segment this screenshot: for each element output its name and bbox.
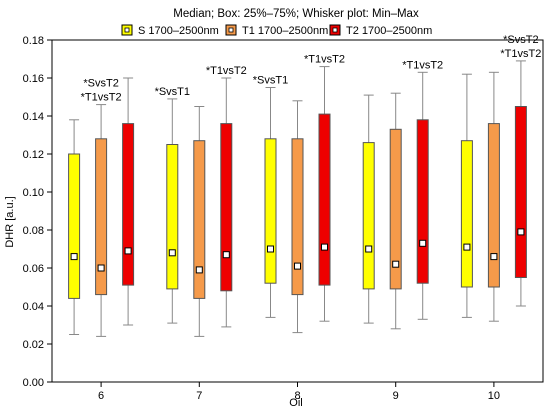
x-tick-label: 6 [98,390,104,402]
x-tick-label: 7 [196,390,202,402]
median-marker [517,228,525,236]
box-group [389,92,402,330]
box [487,123,500,288]
x-axis: 6 7 8 9 10 [98,382,500,402]
box-group [487,71,500,322]
box [389,128,402,290]
legend-median-marker [228,27,234,33]
box [291,138,304,296]
y-tick-label: 0.02 [23,339,44,351]
significance-annotation: *SvsT2 [503,34,538,46]
significance-annotation: *SvsT1 [253,75,288,87]
median-marker [419,239,427,247]
box-group [514,60,527,307]
legend-label: S 1700–2500nm [138,25,219,37]
box-group [220,77,233,328]
median-marker [267,245,274,253]
legend-label: T2 1700–2500nm [346,25,432,37]
box-series [68,60,527,337]
box-group [193,106,206,337]
median-marker [463,243,471,251]
box [318,113,331,286]
box-group [166,98,179,324]
x-tick-label: 9 [393,390,399,402]
y-tick-label: 0.06 [23,263,44,275]
x-axis-label: Oil [289,397,302,409]
box [220,123,233,292]
median-marker [365,245,373,253]
median-marker [195,266,203,274]
significance-annotation: *T1vsT2 [304,54,345,66]
legend: S 1700–2500nm T1 1700–2500nm T2 1700–2500n… [121,24,432,37]
box [362,142,375,290]
median-marker [294,262,301,270]
y-tick-label: 0.04 [23,301,44,313]
significance-annotation: *T1vsT2 [81,92,122,104]
x-tick-label: 8 [294,390,300,402]
significance-annotation: *SvsT1 [155,86,190,98]
y-tick-label: 0.18 [23,35,44,47]
y-tick-label: 0.14 [23,111,44,123]
box-group [291,100,304,334]
median-marker [222,251,230,259]
median-marker [321,243,328,251]
box [166,144,179,290]
box-group [68,119,81,335]
median-marker [70,253,78,261]
median-marker [97,264,105,272]
box-group [362,94,375,324]
median-marker [168,249,176,257]
chart-title: Median; Box: 25%–75%; Whisker plot: Min–… [173,8,419,20]
median-marker [124,247,132,255]
box [193,140,206,299]
y-axis-label: DHR [a.u.] [4,196,16,247]
box [514,106,527,278]
y-tick-label: 0.16 [23,73,44,85]
median-marker [392,260,400,268]
significance-annotation: *SvsT2 [83,78,118,90]
box [95,138,108,296]
y-tick-label: 0.10 [23,187,44,199]
box-group [416,71,429,320]
box [416,119,429,284]
box-group [95,104,108,337]
y-tick-label: 0.08 [23,225,44,237]
y-axis: 0.00 0.02 0.04 0.06 0.08 0.10 0.12 0.14 0.16 0.18 [23,35,52,389]
box-group [264,87,277,318]
box [122,123,135,286]
y-tick-label: 0.12 [23,149,44,161]
annotations: *SvsT2 *T1vsT2 *SvsT1 *T1vsT2 *SvsT1 *T1vsT2 *… [81,34,542,104]
significance-annotation: *T1vsT2 [500,48,541,60]
box [264,138,277,284]
legend-median-marker [332,27,338,33]
box-group [460,73,473,318]
significance-annotation: *T1vsT2 [402,59,443,71]
y-tick-label: 0.00 [23,377,44,389]
median-marker [490,253,498,261]
box-group [122,77,135,326]
legend-label: T1 1700–2500nm [242,25,328,37]
x-tick-label: 10 [488,390,500,402]
legend-median-marker [124,27,130,33]
box [460,140,473,288]
significance-annotation: *T1vsT2 [206,65,247,77]
box-group [318,66,331,322]
box [68,153,81,299]
